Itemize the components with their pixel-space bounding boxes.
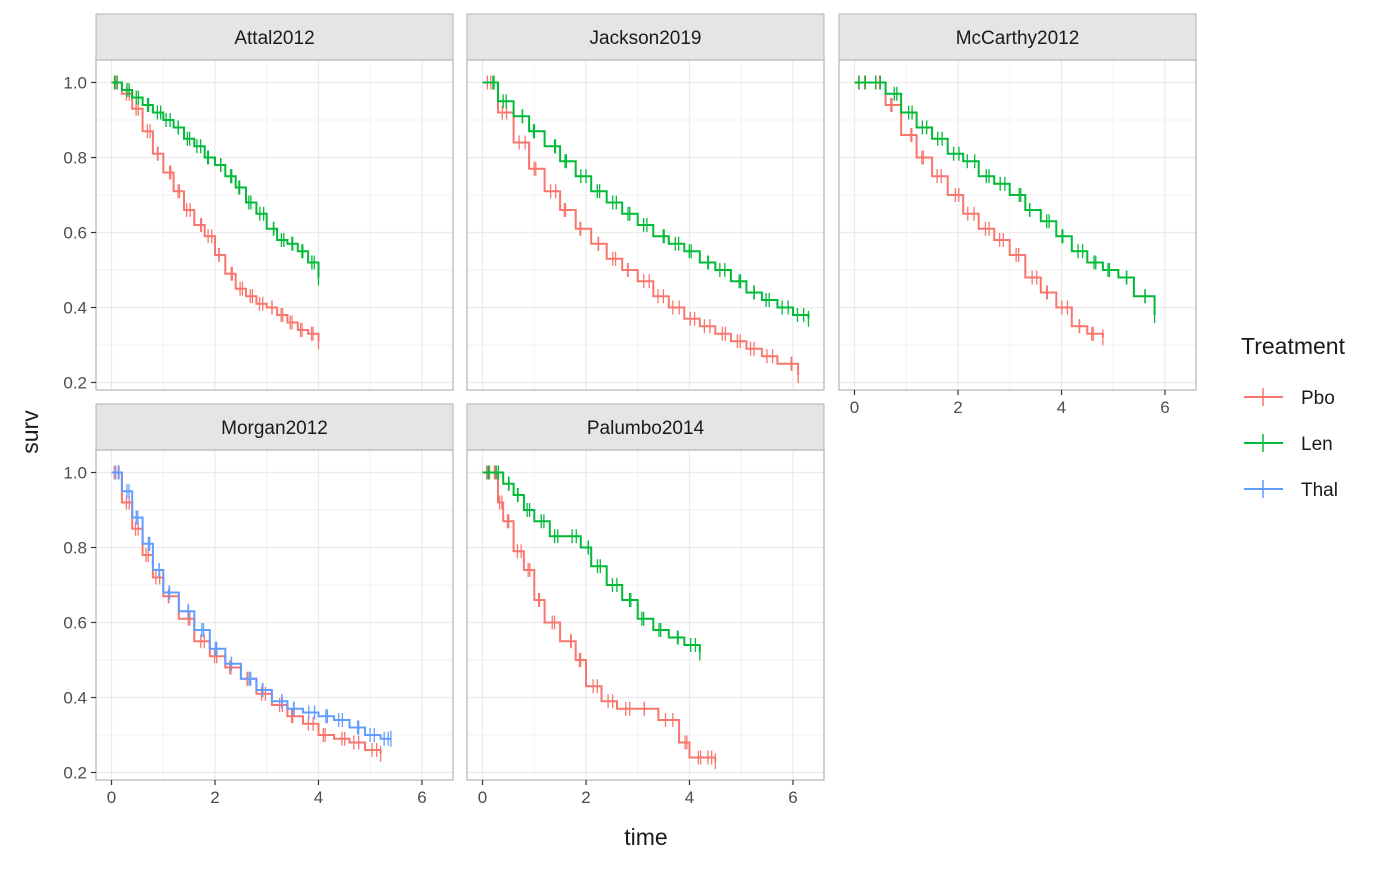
panel-border (466, 449, 825, 781)
facet-strip (95, 403, 454, 451)
x-tick-label: 0 (850, 398, 859, 417)
x-tick-label: 4 (685, 788, 694, 807)
survival-curve-len (482, 81, 810, 319)
survival-curve-len (854, 81, 1156, 315)
panel-border (95, 449, 454, 781)
y-tick-label: 0.8 (63, 149, 87, 168)
y-tick-label: 0.4 (63, 299, 87, 318)
y-tick-label: 0.4 (63, 689, 87, 708)
x-tick-label: 6 (1160, 398, 1169, 417)
facet-title: Attal2012 (234, 28, 314, 49)
legend-label: Pbo (1301, 388, 1335, 409)
x-tick-label: 4 (1057, 398, 1066, 417)
x-tick-label: 6 (788, 788, 797, 807)
y-tick-label: 0.2 (63, 374, 87, 393)
legend-title: Treatment (1241, 333, 1346, 359)
y-axis-title: surv (17, 410, 43, 454)
facet-strip (466, 13, 825, 61)
facet-title: McCarthy2012 (956, 28, 1080, 49)
panel-background (467, 450, 824, 780)
survival-curve-pbo (111, 81, 320, 342)
survival-curve-len (111, 81, 320, 278)
x-tick-label: 2 (210, 788, 219, 807)
y-tick-label: 0.6 (63, 224, 87, 243)
facet-title: Morgan2012 (221, 418, 328, 439)
panel-background (96, 60, 453, 390)
panel-background (839, 60, 1196, 390)
legend-label: Len (1301, 434, 1333, 455)
x-tick-label: 2 (953, 398, 962, 417)
facet-strip (466, 403, 825, 451)
panel-border (95, 59, 454, 391)
y-tick-label: 0.2 (63, 764, 87, 783)
survival-curve-len (482, 471, 701, 653)
y-tick-label: 1.0 (63, 74, 87, 93)
facet-title: Jackson2019 (590, 28, 702, 49)
x-tick-label: 2 (581, 788, 590, 807)
x-tick-label: 6 (417, 788, 426, 807)
x-tick-label: 0 (107, 788, 116, 807)
survival-curve-pbo (854, 81, 1104, 338)
x-tick-label: 0 (478, 788, 487, 807)
y-tick-label: 1.0 (63, 464, 87, 483)
facet-strip (95, 13, 454, 61)
survival-curve-pbo (482, 81, 800, 375)
panel-border (838, 59, 1197, 391)
legend-label: Thal (1301, 480, 1338, 501)
panel-border (466, 59, 825, 391)
facet-title: Palumbo2014 (587, 418, 705, 439)
y-tick-label: 0.6 (63, 614, 87, 633)
x-tick-label: 4 (314, 788, 323, 807)
x-axis-title: time (624, 824, 667, 850)
facet-strip (838, 13, 1197, 61)
panel-background (96, 450, 453, 780)
y-tick-label: 0.8 (63, 539, 87, 558)
